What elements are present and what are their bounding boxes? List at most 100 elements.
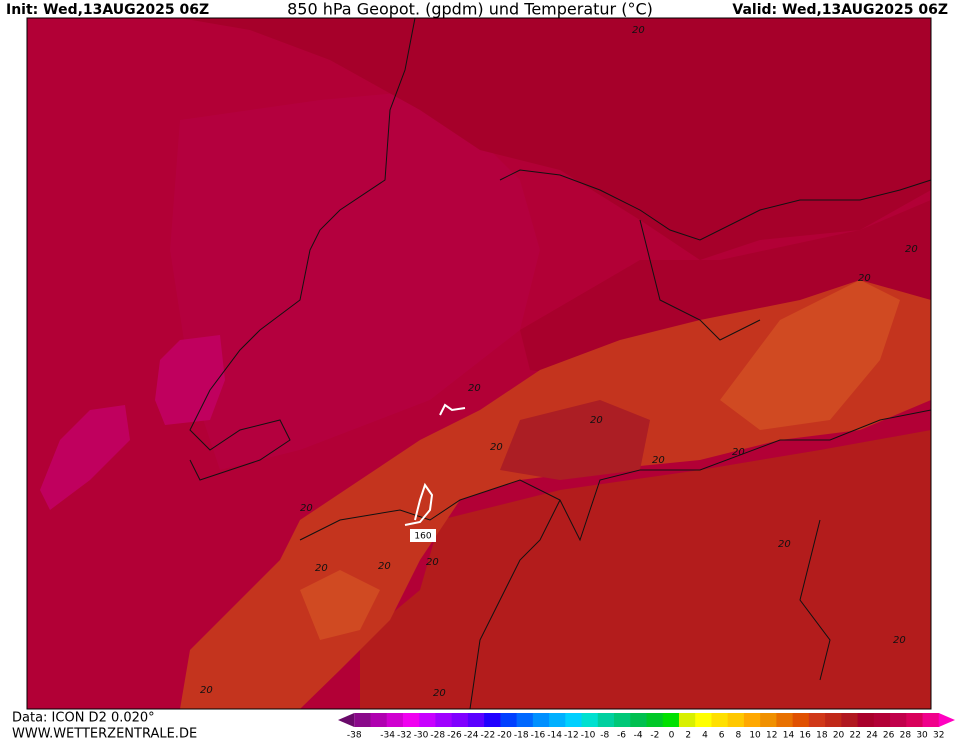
field [300,570,380,640]
colorbar-swatch [419,713,436,727]
colorbar-label: 10 [749,731,761,741]
colorbar-swatch [614,713,631,727]
colorbar-label: 4 [702,731,708,741]
field [500,400,650,480]
colorbar-label: -14 [547,731,562,741]
colorbar-swatch [711,713,729,727]
colorbar-label: -24 [464,731,479,741]
colorbar-label: 14 [783,731,795,741]
colorbar-swatch [532,713,550,727]
colorbar-label: 12 [766,731,777,741]
colorbar-label: 22 [850,731,861,741]
colorbar-label: -38 [347,731,362,741]
map-title: 850 hPa Geopot. (gpdm) und Temperatur (°… [287,0,653,19]
colorbar-swatch [435,713,453,727]
colorbar-label: -20 [497,731,512,741]
contour-label: 20 [433,688,446,699]
colorbar-label: 20 [833,731,845,741]
colorbar-label: -28 [430,731,445,741]
colorbar-swatch [792,713,810,727]
colorbar-swatch [630,713,647,727]
colorbar-swatch [857,713,875,727]
colorbar-label: -4 [634,731,643,741]
contour-label: 20 [858,273,871,284]
contour-label: 20 [905,244,918,255]
colorbar-label: -26 [447,731,462,741]
colorbar-label: -6 [617,731,626,741]
contour-label: 20 [732,447,745,458]
colorbar-label: 8 [735,731,741,741]
colorbar-label: -10 [581,731,596,741]
colorbar-swatch [549,713,566,727]
data-source: Data: ICON D2 0.020° [12,711,155,726]
contour-label: 20 [490,442,503,453]
valid-time: Valid: Wed,13AUG2025 06Z [732,2,948,18]
colorbar-swatch [743,713,761,727]
colorbar-label: -16 [531,731,546,741]
colorbar: -38 -34 -32 -30 -28 -26 -24 -22 -20 -18 -16 -14 -12-… [338,713,955,741]
colorbar-label: -30 [414,731,429,741]
colorbar-swatch [841,713,859,727]
border-line [799,519,831,681]
border-line [469,499,561,710]
border-line [639,219,761,341]
border-line [189,17,416,481]
colorbar-swatch [727,713,745,727]
colorbar-swatch [386,713,404,727]
colorbar-swatch [516,713,534,727]
colorbar-label: 26 [883,731,895,741]
colorbar-swatch [776,713,794,727]
field [360,430,931,709]
contour-label: 20 [778,539,791,550]
contour-label-box [410,529,436,542]
colorbar-label: 16 [799,731,811,741]
geopotential-label: 160 [414,532,431,542]
contour-label: 20 [426,557,439,568]
border-line [499,169,932,241]
colorbar-label: 28 [900,731,912,741]
contour-label: 20 [200,685,213,696]
contour-label: 20 [652,455,665,466]
colorbar-label: 6 [719,731,725,741]
colorbar-swatch [922,713,940,727]
contour-label: 20 [300,503,313,514]
colorbar-label: 18 [816,731,828,741]
colorbar-label: -32 [397,731,412,741]
colorbar-swatch [873,713,891,727]
colorbar-swatch [402,713,420,727]
contour-label: 20 [632,25,645,36]
field [720,280,900,430]
colorbar-swatch [581,713,599,727]
colorbar-label: 24 [866,731,878,741]
contour-label: 20 [378,561,391,572]
colorbar-label: -12 [564,731,579,741]
colorbar-swatch [484,713,501,727]
colorbar-label: -8 [600,731,609,741]
border-line [299,409,932,542]
geopotential-contour [439,403,466,416]
contour-label: 20 [893,635,906,646]
colorbar-swatch [467,713,485,727]
init-time: Init: Wed,13AUG2025 06Z [6,2,209,18]
colorbar-end [938,713,955,727]
colorbar-swatch [662,713,680,727]
colorbar-label: 0 [669,731,675,741]
colorbar-swatch [597,713,615,727]
colorbar-swatch [500,713,518,727]
map-area: 160 20 20 20 20 20 20 20 20 20 20 20 20 … [26,17,932,710]
colorbar-swatch [370,713,388,727]
colorbar-swatch [678,713,696,727]
colorbar-swatch [695,713,712,727]
colorbar-label: -22 [480,731,495,741]
field [155,335,225,425]
colorbar-label: 30 [916,731,928,741]
colorbar-label: -2 [650,731,659,741]
website: WWW.WETTERZENTRALE.DE [12,727,197,741]
colorbar-swatch [565,713,583,727]
colorbar-swatch [451,713,469,727]
colorbar-swatch [825,713,842,727]
contour-label: 20 [468,383,481,394]
contour-label: 20 [315,563,328,574]
map-frame [26,17,932,710]
